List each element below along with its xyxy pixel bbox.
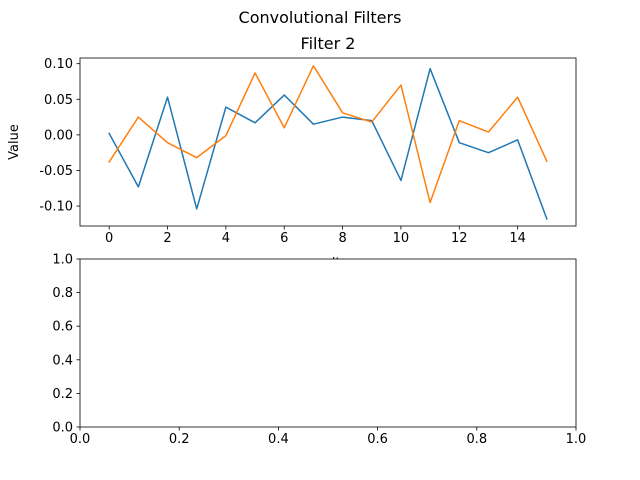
x-tick-label: 0 — [105, 231, 113, 246]
series-2-line — [108, 65, 548, 204]
filter-2-xlabel-clip: unit — [315, 256, 340, 271]
x-tick-label: 0.4 — [268, 432, 289, 447]
filter-2-axes: Filter 2 0 2 4 6 8 10 12 14 -0.10 -0.05 0.00 0.05 0… — [7, 34, 577, 246]
y-tick-label: 0.8 — [52, 286, 73, 301]
empty-axes: 0.0 0.2 0.4 0.6 0.8 1.0 0.0 0.2 0.4 0.6 0.8 1.0 — [52, 253, 586, 448]
x-tick-label: 14 — [509, 231, 526, 246]
y-tick-label: 0.6 — [52, 320, 73, 335]
filter-2-ylabel: Value — [7, 124, 22, 160]
empty-x-ticks: 0.0 0.2 0.4 0.6 0.8 1.0 — [70, 427, 587, 447]
y-tick-label: 0.00 — [44, 128, 73, 143]
x-tick-label: 0.6 — [367, 432, 388, 447]
filter-2-xlabel: unit — [315, 256, 340, 271]
y-tick-label: -0.05 — [39, 164, 73, 179]
y-tick-label: 0.2 — [52, 387, 73, 402]
x-tick-label: 0.8 — [466, 432, 487, 447]
empty-plot-area — [79, 258, 577, 428]
y-tick-label: 0.05 — [44, 93, 73, 108]
y-tick-label: 1.0 — [52, 253, 73, 268]
y-tick-label: 0.0 — [52, 421, 73, 436]
y-tick-label: 0.4 — [52, 353, 73, 368]
x-tick-label: 6 — [280, 231, 288, 246]
filter-2-title: Filter 2 — [301, 34, 356, 53]
empty-y-ticks: 0.0 0.2 0.4 0.6 0.8 1.0 — [52, 253, 80, 436]
figure-title: Convolutional Filters — [239, 8, 402, 27]
x-tick-label: 2 — [163, 231, 171, 246]
x-tick-label: 12 — [451, 231, 468, 246]
x-tick-label: 4 — [222, 231, 230, 246]
x-tick-label: 0.0 — [70, 432, 91, 447]
filter-2-y-ticks: -0.10 -0.05 0.00 0.05 0.10 — [39, 57, 80, 215]
filter-2-x-ticks: 0 2 4 6 8 10 12 14 — [105, 226, 526, 246]
filter-2-plot-area — [79, 57, 577, 227]
x-tick-label: 0.2 — [169, 432, 190, 447]
x-tick-label: 1.0 — [566, 432, 587, 447]
y-tick-label: -0.10 — [39, 200, 73, 215]
x-tick-label: 8 — [338, 231, 346, 246]
series-1-line — [108, 67, 548, 220]
filter-2-series-group — [108, 65, 548, 220]
x-tick-label: 10 — [393, 231, 410, 246]
y-tick-label: 0.10 — [44, 57, 73, 72]
